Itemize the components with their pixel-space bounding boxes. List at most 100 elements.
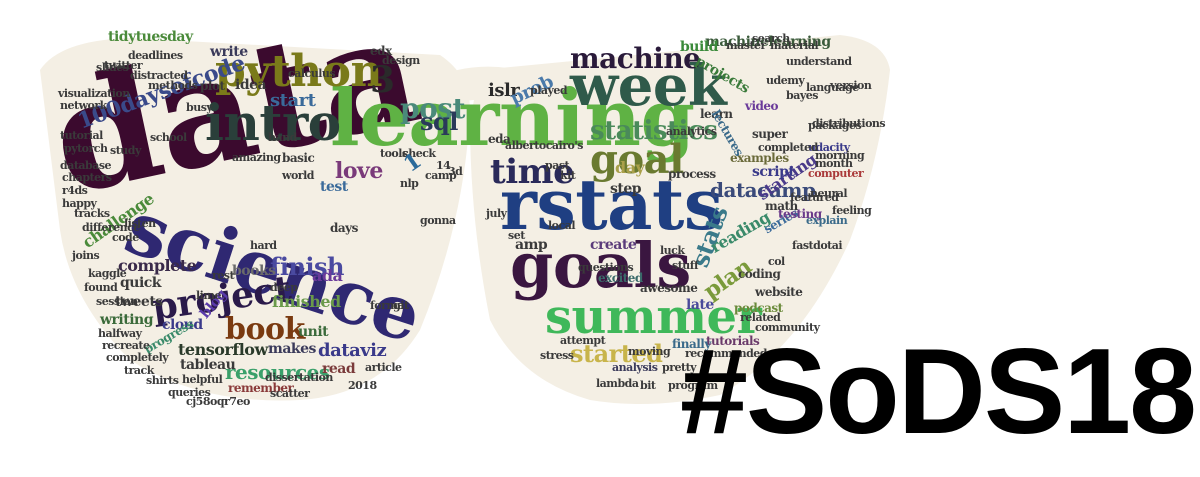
word: attempt [560,334,606,347]
word: tools [380,147,408,160]
word: distributions [812,117,886,130]
word: check [402,147,436,160]
word: finish [270,252,344,281]
word: explain [806,214,848,227]
word: video [745,99,779,113]
word: build [680,39,718,55]
word: complete [118,256,197,275]
word: days [330,221,358,235]
word: neural [810,187,848,200]
word: eda [488,132,511,146]
word: resources [225,360,330,384]
word: feeling [832,204,872,217]
word: idea [235,77,267,93]
word: started [570,339,663,368]
word: day [615,158,645,177]
hashtag-title: #SoDS18 [680,323,1197,459]
word: goal [590,136,684,183]
bridge-shape [430,66,520,110]
word: book [225,312,305,347]
word: lambda [596,377,639,390]
word: related [740,311,781,324]
word: tutorial [60,129,103,142]
word: excited [598,271,643,285]
left-lens-shape [40,38,470,401]
word: distracted [130,69,188,82]
word: format [370,299,409,312]
word: moving [628,345,671,358]
word: time [490,152,575,192]
word: visualization [58,87,130,100]
word: script [752,164,795,180]
word: month [815,157,853,170]
word: recommended [685,347,767,360]
word: nlp [400,177,419,190]
word: search [752,32,790,45]
word: 2018 [348,379,377,392]
word: super [752,127,788,141]
word: slides [96,61,129,74]
word: learning [330,73,695,164]
word: understand [786,55,852,68]
word: twitter [104,59,143,72]
word: quick [120,275,162,291]
word: r4ds [62,184,88,197]
word: books [232,263,276,279]
word: listen [124,217,156,230]
word: bayes [786,89,818,102]
word: stress [540,349,574,362]
word: makes [268,341,316,357]
word: luck [660,244,685,257]
word: camp [425,169,457,182]
word: late [686,297,714,313]
word: rest [212,269,235,282]
word: language [806,81,859,94]
word: completely [106,351,169,364]
word: tensorflow [178,340,268,359]
word: kaggle [88,267,127,280]
word: dataviz [318,340,387,361]
word: material [770,39,819,52]
word: study [110,144,141,157]
word: questions [578,261,634,274]
word: datacamp [710,178,816,202]
word: goals [510,229,691,302]
word: hard [250,239,277,252]
word: analysis [612,361,658,374]
word: math [765,199,798,213]
word: completed [758,141,818,154]
word: week [570,53,727,119]
word: intro [205,93,341,152]
word: finally [672,337,711,351]
word: sql [420,107,458,136]
word: community [755,321,820,334]
word: pretty [662,361,697,374]
word: read [322,361,356,377]
word: session [96,295,138,308]
word: amp [515,237,548,253]
word: python [215,46,382,97]
word: computer [808,167,864,180]
word: found [84,281,118,294]
word: master [726,39,766,52]
word: version [830,79,872,92]
word: statistics [590,116,718,146]
word: helpful [182,373,223,386]
word: coding [738,267,781,281]
word: halfway [98,327,142,340]
word: recreate [102,339,150,352]
word: 3 [370,59,395,101]
word: scatter [270,387,310,400]
word: queries [168,386,211,399]
word: article [365,361,402,374]
word: joins [72,249,100,262]
word: test [320,179,348,195]
word: deep [270,281,298,294]
word: shirts [146,374,179,387]
word: calculus [288,67,336,80]
word: morning [815,149,865,162]
word: process [668,167,716,181]
word: albertocairo's [505,139,583,152]
word: tracks [74,207,110,220]
